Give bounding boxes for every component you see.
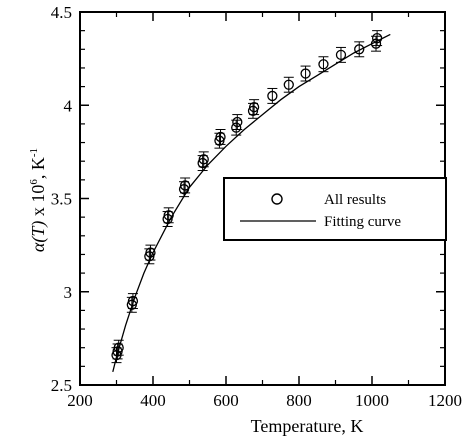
x-tick-label: 600 [213, 391, 239, 410]
x-tick-label: 1200 [428, 391, 462, 410]
legend-label-fitting-curve: Fitting curve [324, 214, 401, 230]
data-point [231, 122, 242, 133]
y-tick-label: 4.5 [51, 3, 72, 22]
y-tick-label: 3.5 [51, 190, 72, 209]
y-axis-title-symbol: α [28, 242, 48, 252]
data-point [113, 342, 124, 353]
x-tick-label: 800 [286, 391, 312, 410]
x-tick-label: 400 [140, 391, 166, 410]
y-axis-title: α(T) x 106, K-1 [28, 148, 49, 252]
data-point [232, 116, 243, 128]
data-point [215, 131, 226, 143]
legend-marker-circle [271, 193, 283, 205]
x-tick-label: 200 [67, 391, 93, 410]
data-point [370, 38, 382, 49]
data-point [127, 295, 139, 307]
legend: All results Fitting curve [223, 177, 447, 241]
data-point [300, 68, 311, 79]
data-point [198, 154, 209, 165]
legend-label-all-results: All results [324, 192, 386, 208]
legend-box [223, 177, 447, 241]
data-point [145, 247, 156, 258]
y-tick-label: 2.5 [51, 376, 72, 395]
y-axis-title-unit-exp: -1 [28, 148, 40, 157]
y-tick-label: 3 [64, 283, 73, 302]
data-point [318, 59, 329, 70]
y-axis-title-unit: , K [28, 157, 48, 179]
data-point [179, 180, 191, 191]
data-point [354, 44, 365, 55]
data-point [283, 79, 294, 90]
data-point [335, 49, 347, 61]
x-axis-title: Temperature, K [251, 416, 364, 436]
y-axis-title-var: (T) [28, 221, 49, 243]
data-point [267, 90, 278, 102]
axes: 200 400 600 800 1000 1200 2.5 3 3.5 4 4.5 [51, 3, 462, 410]
data-point [371, 32, 383, 44]
y-axis-title-times: x 10 [28, 185, 48, 221]
x-tick-label: 1000 [355, 391, 389, 410]
data-point [163, 210, 174, 221]
data-points-layer [111, 30, 383, 364]
y-tick-label: 4 [64, 96, 73, 115]
y-axis-title-exp: 6 [28, 179, 40, 185]
data-point [248, 101, 260, 113]
